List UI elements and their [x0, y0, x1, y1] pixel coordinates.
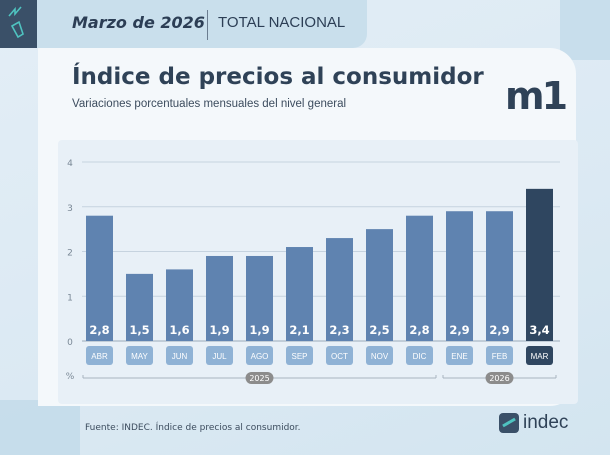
report-date: Marzo de 2026: [72, 13, 205, 32]
y-axis-label: %: [66, 372, 75, 382]
x-tick-label: DIC: [413, 352, 427, 361]
x-tick-label: JUN: [172, 352, 188, 361]
data-label: 2,9: [449, 323, 469, 337]
price-tag-icon: [0, 0, 37, 48]
month-tag: [446, 346, 473, 365]
indec-wordmark: indec: [523, 412, 569, 433]
x-tick-label: MAR: [531, 352, 549, 361]
x-tick-label: NOV: [371, 352, 389, 361]
region-label: TOTAL NACIONAL: [218, 14, 346, 31]
year-badge: [245, 372, 274, 384]
chart-title: Índice de precios al consumidor: [72, 64, 484, 90]
decor-pixels: [560, 0, 610, 60]
m1-logo: m1: [505, 74, 568, 118]
data-label: 2,8: [89, 323, 109, 337]
data-label: 1,6: [169, 323, 189, 337]
bar-ene: [446, 211, 473, 341]
x-tick-label: SEP: [291, 352, 307, 361]
month-tag: [286, 346, 313, 365]
bar-mar: [526, 188, 553, 341]
year-label: 2025: [249, 374, 269, 383]
bar-ago: [246, 255, 273, 341]
bar-dic: [406, 215, 433, 341]
data-label: 1,5: [129, 323, 149, 337]
year-label: 2026: [489, 374, 509, 383]
indec-mark-icon: [499, 413, 519, 433]
month-tag: [246, 346, 273, 365]
month-tag: [326, 346, 353, 365]
month-tag: [486, 346, 513, 365]
bar-oct: [326, 238, 353, 341]
y-tick-label: 4: [67, 159, 73, 169]
data-label: 3,4: [529, 323, 549, 337]
chart-subtitle: Variaciones porcentuales mensuales del n…: [72, 98, 347, 110]
data-label: 2,1: [289, 323, 309, 337]
indec-logo: indec: [499, 412, 568, 434]
month-tag: [166, 346, 193, 365]
bar-sep: [286, 247, 313, 341]
bar-feb: [486, 211, 513, 341]
bar-jul: [206, 255, 233, 341]
x-tick-label: ENE: [451, 352, 467, 361]
x-tick-label: AGO: [251, 352, 269, 361]
month-tag: [406, 346, 433, 365]
y-tick-label: 3: [67, 204, 73, 214]
divider: [207, 10, 208, 40]
x-tick-label: JUL: [212, 352, 227, 361]
y-tick-label: 1: [67, 293, 73, 303]
data-label: 1,9: [209, 323, 229, 337]
x-tick-label: FEB: [492, 352, 508, 361]
x-tick-label: OCT: [331, 352, 348, 361]
y-tick-label: 0: [67, 338, 73, 348]
month-tag: [126, 346, 153, 365]
header-bar: [0, 0, 367, 48]
month-tag: [366, 346, 393, 365]
y-tick-label: 2: [67, 249, 73, 259]
year-badge: [485, 372, 514, 384]
bar-may: [126, 273, 153, 341]
bar-nov: [366, 229, 393, 341]
data-label: 2,3: [329, 323, 349, 337]
source-note: Fuente: INDEC. Índice de precios al cons…: [85, 423, 301, 433]
decor-pixels: [0, 400, 80, 455]
data-label: 1,9: [249, 323, 269, 337]
x-tick-label: ABR: [91, 352, 108, 361]
bar-abr: [86, 215, 113, 341]
x-tick-label: MAY: [131, 352, 148, 361]
data-label: 2,5: [369, 323, 389, 337]
data-label: 2,9: [489, 323, 509, 337]
month-tag: [86, 346, 113, 365]
bar-jun: [166, 269, 193, 341]
month-tag: [206, 346, 233, 365]
month-tag: [526, 346, 553, 365]
data-label: 2,8: [409, 323, 429, 337]
